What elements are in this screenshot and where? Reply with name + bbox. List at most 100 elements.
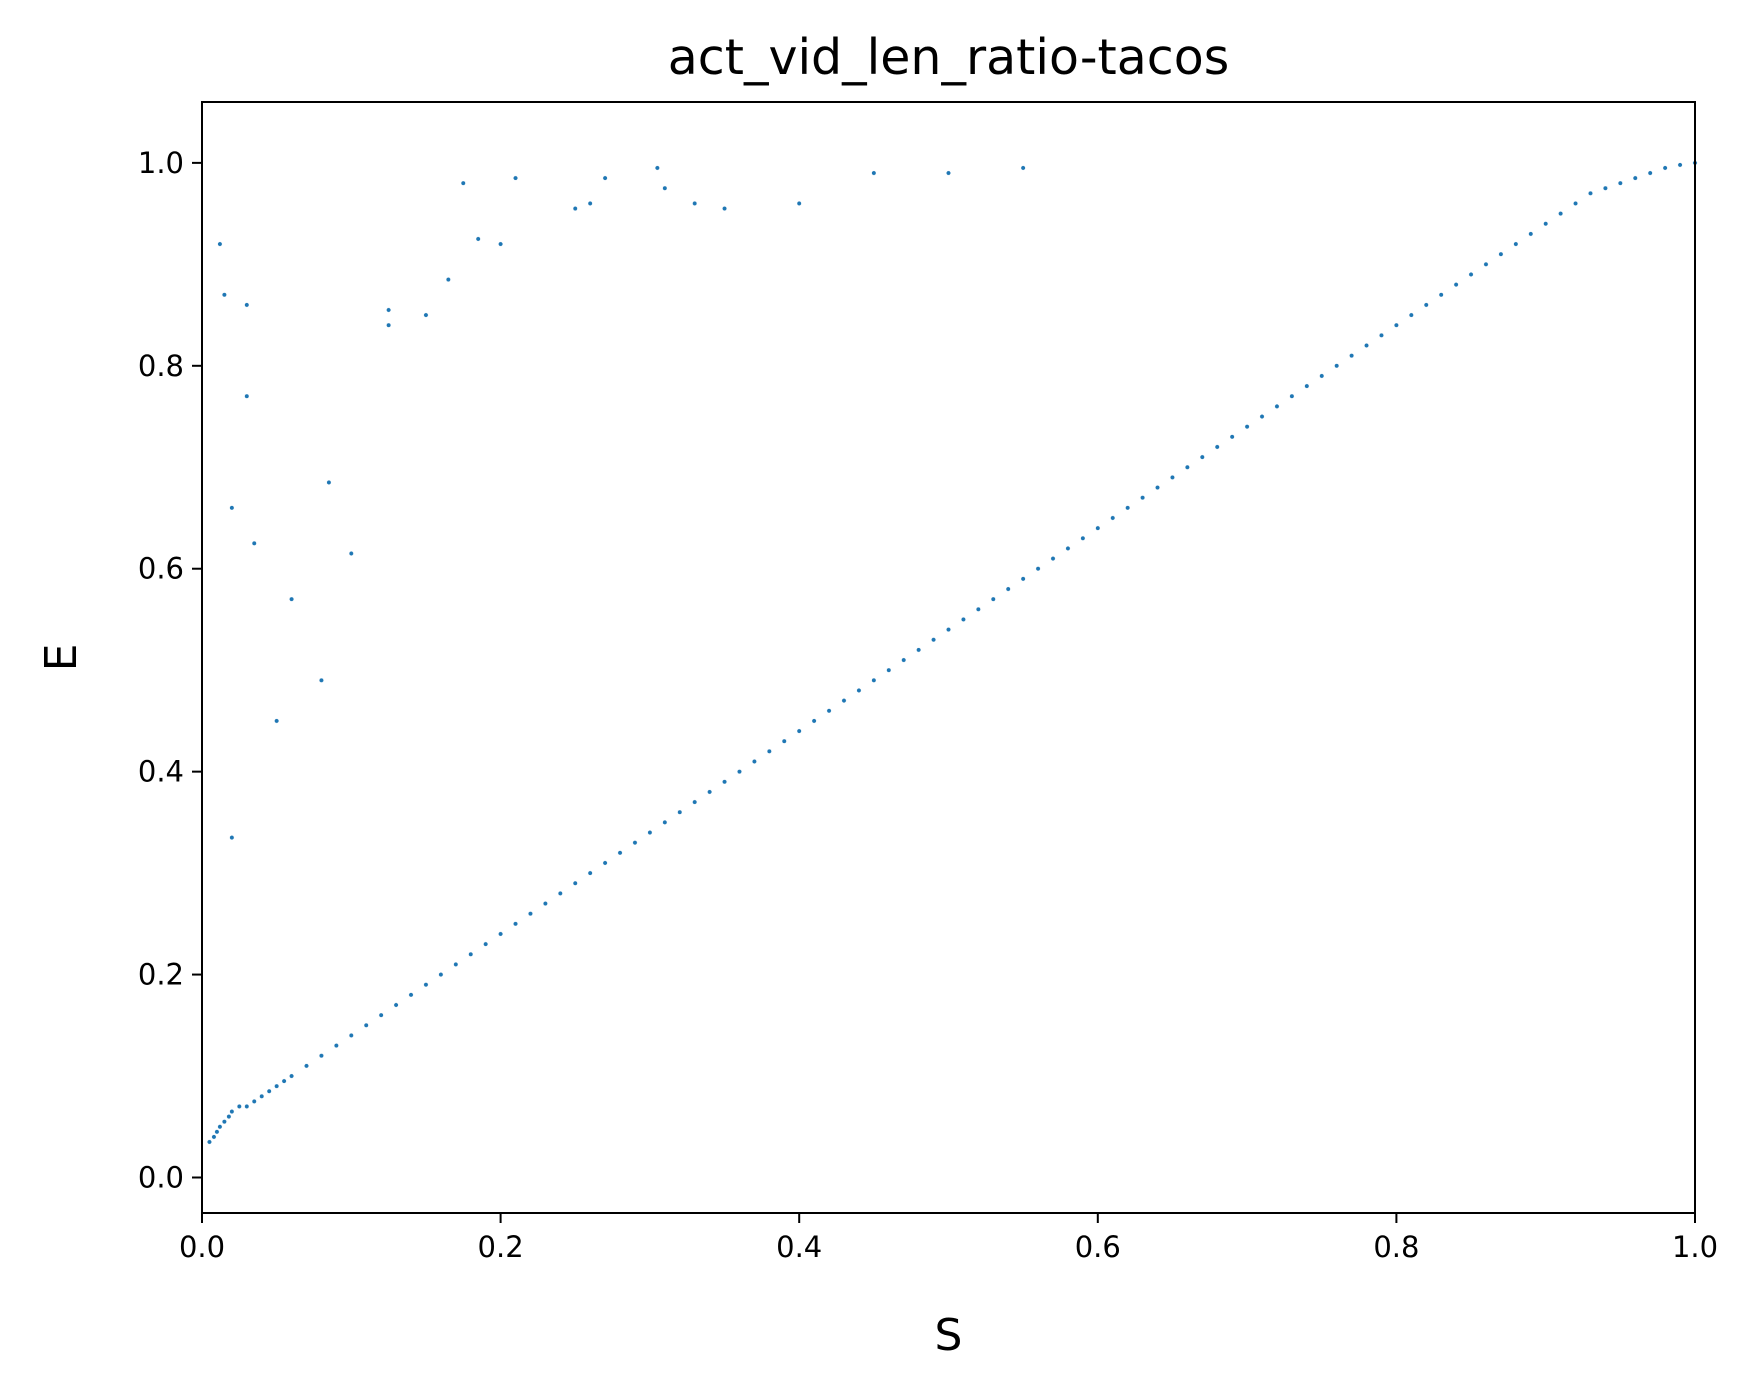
- scatter-point: [707, 789, 713, 795]
- x-tick-label: 0.6: [1075, 1230, 1121, 1264]
- scatter-point: [453, 962, 459, 967]
- scatter-point: [1468, 272, 1474, 277]
- scatter-point: [304, 1063, 309, 1069]
- scatter-point: [916, 647, 922, 653]
- x-tick-label: 0.4: [776, 1230, 822, 1264]
- scatter-point: [1498, 251, 1504, 257]
- scatter-point: [871, 170, 877, 176]
- scatter-point: [408, 992, 414, 998]
- scatter-point: [1304, 383, 1310, 389]
- scatter-point: [326, 480, 332, 485]
- scatter-point: [677, 809, 683, 815]
- scatter-point: [513, 921, 518, 927]
- scatter-point: [811, 718, 817, 724]
- scatter-point: [1274, 403, 1280, 409]
- scatter-point: [1020, 576, 1026, 582]
- scatter-point: [841, 698, 847, 704]
- scatter-point: [1662, 165, 1668, 171]
- scatter-point: [1319, 373, 1325, 379]
- scatter-point: [722, 779, 727, 785]
- scatter-point: [826, 708, 832, 714]
- scatter-point: [692, 799, 698, 805]
- scatter-point: [662, 819, 668, 825]
- scatter-point: [1408, 312, 1414, 318]
- scatter-point: [961, 617, 966, 622]
- scatter-point: [468, 951, 474, 957]
- scatter-point: [1543, 221, 1549, 227]
- scatter-point: [1020, 165, 1026, 171]
- scatter-point: [244, 1104, 250, 1109]
- scatter-point: [217, 241, 223, 247]
- scatter-point: [217, 1124, 223, 1130]
- scatter-point: [319, 677, 324, 683]
- scatter-point: [1140, 495, 1145, 501]
- scatter-point: [1394, 322, 1399, 328]
- scatter-point: [647, 830, 653, 835]
- scatter-point: [221, 1119, 227, 1125]
- scatter-point: [1632, 175, 1638, 181]
- scatter-point: [946, 627, 951, 632]
- scatter-point: [1573, 201, 1578, 206]
- scatter-point: [632, 840, 638, 846]
- scatter-point: [1334, 363, 1340, 369]
- scatter-point: [722, 206, 727, 211]
- x-tick-label: 0.8: [1373, 1230, 1419, 1264]
- y-tick-label: 1.0: [138, 146, 184, 180]
- scatter-point: [319, 1053, 324, 1059]
- scatter-point: [498, 931, 503, 937]
- scatter-point: [1080, 535, 1086, 541]
- scatter-point: [990, 596, 996, 602]
- scatter-point: [498, 241, 503, 247]
- scatter-point: [662, 185, 668, 191]
- scatter-point: [931, 637, 936, 643]
- points-layer: [207, 160, 1698, 1145]
- scatter-point: [281, 1078, 287, 1084]
- scatter-point: [214, 1129, 220, 1135]
- scatter-point: [572, 206, 578, 211]
- scatter-point: [1095, 525, 1101, 531]
- scatter-point: [587, 201, 593, 206]
- scatter-point: [236, 1104, 242, 1109]
- scatter-point: [1170, 475, 1175, 480]
- scatter-point: [766, 748, 772, 754]
- y-tick-label: 0.6: [138, 552, 184, 586]
- scatter-point: [1155, 485, 1160, 490]
- scatter-point: [259, 1093, 265, 1099]
- scatter-point: [251, 1098, 257, 1104]
- scatter-point: [1229, 434, 1235, 440]
- scatter-point: [266, 1088, 272, 1094]
- scatter-point: [1349, 353, 1355, 359]
- y-tick-label: 0.0: [138, 1160, 184, 1194]
- scatter-point: [1214, 444, 1220, 450]
- scatter-point: [1259, 414, 1265, 419]
- y-tick-label: 0.8: [138, 349, 184, 383]
- scatter-point: [274, 718, 280, 724]
- scatter-point: [244, 393, 250, 399]
- scatter-point: [274, 1083, 280, 1089]
- scatter-point: [251, 540, 257, 546]
- scatter-point: [1184, 464, 1190, 470]
- scatter-point: [438, 972, 444, 977]
- scatter-point: [1528, 231, 1534, 237]
- scatter-point: [572, 880, 578, 886]
- scatter-point: [289, 1073, 294, 1079]
- scatter-point: [460, 180, 466, 186]
- scatter-point: [886, 667, 892, 673]
- scatter-point: [796, 728, 802, 734]
- x-tick-label: 1.0: [1672, 1230, 1718, 1264]
- scatter-point: [229, 1109, 235, 1114]
- scatter-point: [348, 1033, 354, 1038]
- scatter-point: [946, 170, 951, 176]
- scatter-point: [737, 769, 742, 775]
- scatter-point: [229, 505, 235, 511]
- x-tick-label: 0.0: [179, 1230, 225, 1264]
- scatter-point: [386, 322, 392, 328]
- scatter-point: [1050, 556, 1056, 561]
- scatter-point: [221, 292, 227, 298]
- scatter-point: [781, 738, 787, 744]
- scatter-point: [423, 312, 429, 318]
- scatter-point: [1065, 546, 1071, 551]
- scatter-point: [1035, 566, 1041, 572]
